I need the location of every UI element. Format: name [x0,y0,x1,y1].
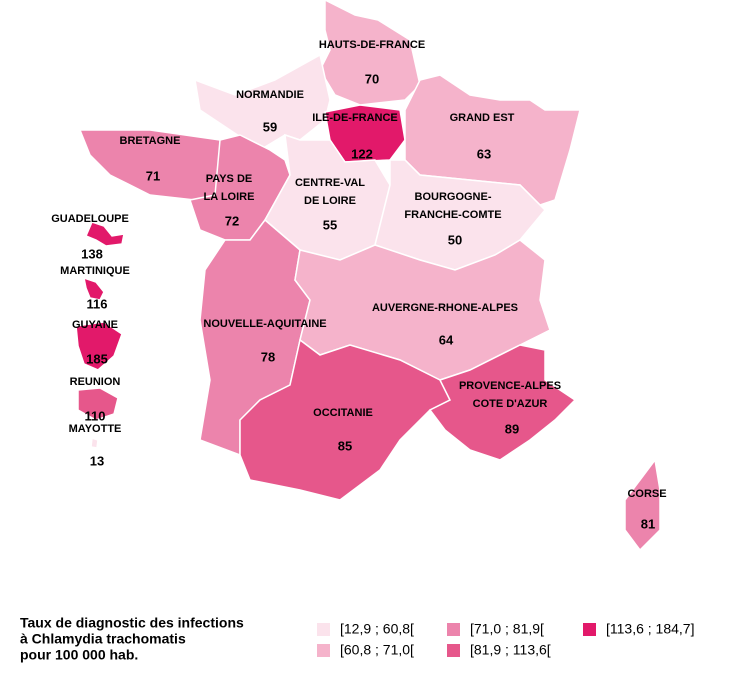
region-name: DE LOIRE [304,195,356,207]
region-value: 185 [86,351,108,366]
legend-swatch [583,623,596,636]
region [624,458,661,552]
legend-title: à Chlamydia trachomatis [20,631,186,647]
region-value: 81 [641,516,655,531]
region-name: ILE-DE-FRANCE [312,112,398,124]
region-name: BOURGOGNE- [415,191,492,203]
region-name: PAYS DE [206,173,252,185]
region-name: OCCITANIE [313,407,373,419]
region-name: PROVENCE-ALPES [459,380,561,392]
region-name: CENTRE-VAL [295,177,365,189]
region-value: 59 [263,119,277,134]
region-name: REUNION [70,376,121,388]
region-value: 85 [338,438,352,453]
region-value: 138 [81,246,103,261]
region-value: 72 [225,213,239,228]
region-value: 71 [146,168,160,183]
region-value: 78 [261,349,275,364]
region-value: 55 [323,217,337,232]
legend-label: [81,9 ; 113,6[ [470,642,551,658]
legend-swatch [317,644,330,657]
region [85,221,125,247]
region-name: GUYANE [72,319,118,331]
region-value: 13 [90,453,104,468]
region-value: 64 [439,332,454,347]
legend-label: [71,0 ; 81,9[ [470,621,544,637]
region-name: AUVERGNE-RHONE-ALPES [372,302,518,314]
region-name: BRETAGNE [120,135,181,147]
region-name: GRAND EST [450,112,515,124]
region [77,387,119,421]
region-value: 50 [448,232,462,247]
legend-title: Taux de diagnostic des infections [20,615,244,631]
region-value: 70 [365,71,379,86]
legend-label: [113,6 ; 184,7] [606,621,694,637]
legend-label: [60,8 ; 71,0[ [340,642,414,658]
region-value: 122 [351,146,373,161]
region [83,276,105,301]
legend-title: pour 100 000 hab. [20,647,138,663]
region [194,53,331,151]
region-value: 110 [85,408,106,423]
region-name: NORMANDIE [236,89,304,101]
region-name: FRANCHE-COMTE [404,209,501,221]
region-name: MARTINIQUE [60,265,130,277]
region-name: LA LOIRE [204,191,255,203]
region-value: 116 [87,296,108,311]
region [428,344,577,461]
legend-swatch [317,623,330,636]
region [319,0,421,106]
legend-swatch [447,644,460,657]
region-name: COTE D'AZUR [473,398,548,410]
legend-swatch [447,623,460,636]
region-value: 89 [505,421,519,436]
region-name: NOUVELLE-AQUITAINE [203,318,326,330]
region-name: CORSE [627,488,666,500]
region [90,436,99,449]
region-name: HAUTS-DE-FRANCE [319,39,425,51]
region-name: GUADELOUPE [51,213,129,225]
region [239,338,452,501]
legend-label: [12,9 ; 60,8[ [340,621,414,637]
region-value: 63 [477,146,491,161]
region [75,321,123,371]
region-name: MAYOTTE [69,423,122,435]
